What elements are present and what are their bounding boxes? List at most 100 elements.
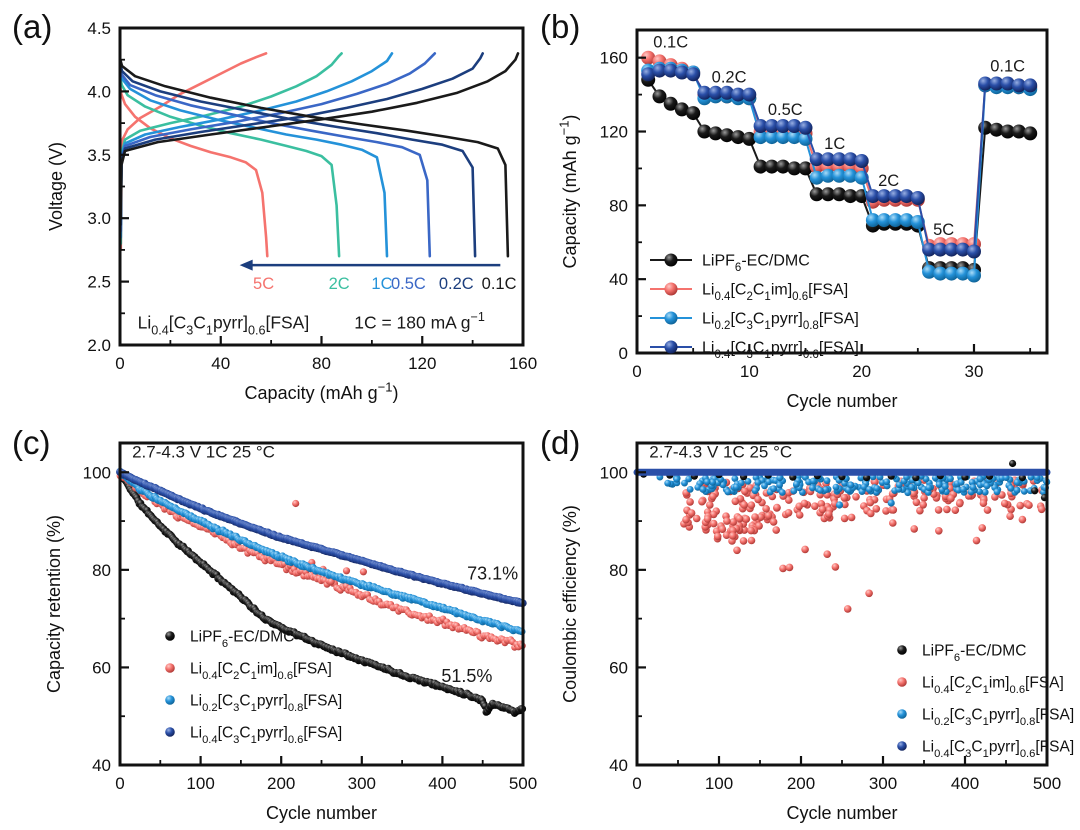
panel-a-letter: (a) <box>12 8 53 45</box>
axes: 0 10 20 30 0 40 80 120 160 Cycle number Capacity (… <box>556 28 1049 411</box>
svg-text:500: 500 <box>1033 774 1061 793</box>
svg-text:100: 100 <box>600 463 628 482</box>
svg-text:Li0.2[C3C1pyrr]0.8[FSA]: Li0.2[C3C1pyrr]0.8[FSA] <box>190 693 342 714</box>
legend: LiPF6-EC/DMC Li0.4[C2C1im]0.6[FSA] Li0.2[C… <box>165 629 342 746</box>
svg-text:80: 80 <box>609 561 628 580</box>
svg-text:200: 200 <box>787 774 815 793</box>
svg-text:Cycle number: Cycle number <box>786 803 897 823</box>
panel-b-letter: (b) <box>540 8 581 45</box>
series-0.2C-charge <box>119 52 484 226</box>
series-1C-discharge <box>118 68 389 258</box>
svg-text:0.1C: 0.1C <box>990 58 1025 76</box>
svg-text:Cycle number: Cycle number <box>266 803 377 823</box>
svg-text:40: 40 <box>609 756 628 775</box>
svg-text:1C: 1C <box>371 275 392 293</box>
panel-d-letter: (d) <box>540 424 581 461</box>
svg-text:2.7-4.3 V 1C 25 °C: 2.7-4.3 V 1C 25 °C <box>649 443 792 462</box>
svg-text:40: 40 <box>92 756 111 775</box>
series-0.1C-discharge <box>118 57 510 258</box>
annotations: 2.7-4.3 V 1C 25 °C 73.1% 51.5% <box>132 443 518 686</box>
svg-text:300: 300 <box>348 774 376 793</box>
svg-text:80: 80 <box>312 354 331 373</box>
series-5C-discharge <box>118 82 269 258</box>
series-LiPF6-EC/DMC <box>116 468 527 717</box>
svg-text:1C = 180 mA g−1: 1C = 180 mA g−1 <box>354 310 485 332</box>
series-0.5C-discharge <box>118 64 432 258</box>
svg-text:2.5: 2.5 <box>87 273 111 292</box>
svg-text:Li0.4[C2C1im]0.6[FSA]: Li0.4[C2C1im]0.6[FSA] <box>922 675 1064 696</box>
svg-text:0: 0 <box>632 774 641 793</box>
svg-text:300: 300 <box>869 774 897 793</box>
svg-text:51.5%: 51.5% <box>441 666 492 686</box>
svg-text:LiPF6-EC/DMC: LiPF6-EC/DMC <box>922 643 1026 664</box>
svg-text:0: 0 <box>115 354 124 373</box>
svg-text:5C: 5C <box>253 275 274 293</box>
svg-text:LiPF6-EC/DMC: LiPF6-EC/DMC <box>190 629 294 650</box>
svg-text:500: 500 <box>509 774 537 793</box>
svg-text:Li0.2[C3C1pyrr]0.8[FSA]: Li0.2[C3C1pyrr]0.8[FSA] <box>702 311 859 332</box>
svg-text:100: 100 <box>83 463 111 482</box>
svg-text:2C: 2C <box>329 275 350 293</box>
series-im-outliers <box>292 499 367 586</box>
svg-text:0.2C: 0.2C <box>712 69 747 87</box>
panel-b-rate-capability-chart: 0 10 20 30 0 40 80 120 160 Cycle number Capacity (… <box>556 28 1049 411</box>
series-Li0.2[C3C1pyrr]0.8[FSA] <box>116 467 526 636</box>
svg-text:60: 60 <box>609 658 628 677</box>
svg-text:Li0.4[C2C1im]0.6[FSA]: Li0.4[C2C1im]0.6[FSA] <box>702 282 848 303</box>
svg-text:0.1C: 0.1C <box>653 34 688 52</box>
svg-text:40: 40 <box>609 270 628 289</box>
svg-text:160: 160 <box>509 354 537 373</box>
svg-text:Capacity (mAh g−1): Capacity (mAh g−1) <box>245 379 399 403</box>
svg-text:200: 200 <box>267 774 295 793</box>
svg-text:3.5: 3.5 <box>87 146 111 165</box>
svg-text:0.5C: 0.5C <box>768 101 803 119</box>
svg-text:Voltage (V): Voltage (V) <box>46 142 66 231</box>
svg-text:4.5: 4.5 <box>87 19 111 38</box>
svg-text:100: 100 <box>705 774 733 793</box>
annotations: 5C 2C 1C0.5C 0.2C 0.1C Li0.4[C3C1pyrr]0.6[FSA… <box>138 275 517 337</box>
series-1C-charge <box>119 52 394 239</box>
series-0.2C-discharge <box>118 60 477 258</box>
svg-text:160: 160 <box>600 49 628 68</box>
svg-text:60: 60 <box>92 658 111 677</box>
svg-text:Cycle number: Cycle number <box>786 391 897 411</box>
svg-text:73.1%: 73.1% <box>467 564 518 584</box>
svg-text:80: 80 <box>92 561 111 580</box>
axes: 0 100 200 300 400 500 40 60 80 100 Cycle number Cap… <box>44 441 537 823</box>
svg-text:30: 30 <box>965 362 984 381</box>
series-im-outliers <box>733 512 1027 613</box>
series-2C-discharge <box>118 74 341 258</box>
axes: 0 40 80 120 160 2.0 2.5 3.0 3.5 4.0 4.5 Capacity (m… <box>46 19 537 403</box>
svg-text:4.0: 4.0 <box>87 82 111 101</box>
svg-text:Coulombic efficiency (%): Coulombic efficiency (%) <box>560 505 580 703</box>
panel-a-voltage-profiles-chart: 0 40 80 120 160 2.0 2.5 3.0 3.5 4.0 4.5 Capacity (m… <box>46 19 537 403</box>
svg-text:0.2C: 0.2C <box>439 275 474 293</box>
rate-direction-arrow <box>239 259 501 271</box>
svg-text:Capacity retention (%): Capacity retention (%) <box>44 515 64 693</box>
panel-d-coulombic-efficiency-chart: 0 100 200 300 400 500 40 60 80 100 Cycle number Cou… <box>560 441 1074 823</box>
svg-text:120: 120 <box>408 354 436 373</box>
series-0.5C-charge <box>119 52 437 233</box>
svg-text:120: 120 <box>600 123 628 142</box>
svg-text:Li0.4[C3C1pyrr]0.6[FSA]: Li0.4[C3C1pyrr]0.6[FSA] <box>702 340 859 361</box>
svg-text:80: 80 <box>609 196 628 215</box>
panel-c-capacity-retention-chart: 0 100 200 300 400 500 40 60 80 100 Cycle number Cap… <box>44 441 537 823</box>
annotations: 0.1C 0.2C 0.5C 1C 2C 5C 0.1C <box>653 34 1025 239</box>
svg-text:5C: 5C <box>933 221 954 239</box>
svg-text:Li0.4[C3C1pyrr]0.6[FSA]: Li0.4[C3C1pyrr]0.6[FSA] <box>138 313 310 338</box>
series-2C-charge <box>119 52 343 245</box>
panel-c-letter: (c) <box>12 424 51 461</box>
series-0.1C-charge <box>119 52 520 220</box>
svg-text:3.0: 3.0 <box>87 209 111 228</box>
legend: LiPF6-EC/DMC Li0.4[C2C1im]0.6[FSA] Li0.2[C… <box>650 253 859 361</box>
svg-text:100: 100 <box>186 774 214 793</box>
svg-text:1C: 1C <box>824 135 845 153</box>
svg-text:0: 0 <box>115 774 124 793</box>
series-Li0.4[C2C1im]0.6[FSA] <box>116 471 526 651</box>
svg-text:Li0.4[C3C1pyrr]0.6[FSA]: Li0.4[C3C1pyrr]0.6[FSA] <box>922 739 1074 760</box>
svg-text:0: 0 <box>632 362 641 381</box>
svg-text:0: 0 <box>619 344 628 363</box>
svg-text:Capacity (mAh g−1): Capacity (mAh g−1) <box>556 115 580 269</box>
svg-text:400: 400 <box>428 774 456 793</box>
